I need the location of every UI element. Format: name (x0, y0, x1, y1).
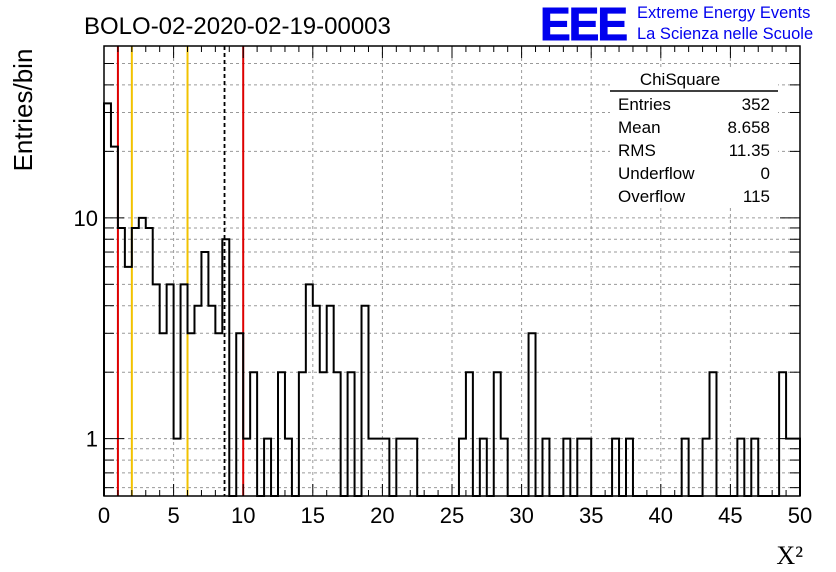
stats-value-mean: 8.658 (727, 118, 770, 137)
histogram-bin (188, 333, 195, 496)
histogram-bin (529, 333, 536, 496)
stats-label-overflow: Overflow (618, 187, 686, 206)
histogram-bin (313, 306, 320, 496)
histogram-bin (132, 228, 139, 496)
run-title: BOLO-02-2020-02-19-00003 (84, 13, 391, 40)
x-tick-label: 0 (98, 503, 110, 528)
stats-label-rms: RMS (618, 141, 656, 160)
stats-value-rms: 11.35 (729, 141, 770, 160)
histogram-bin (466, 372, 473, 496)
x-tick-label: 40 (649, 503, 673, 528)
histogram-bin (208, 306, 215, 496)
histogram-bin (494, 372, 501, 496)
histogram-bin (167, 284, 174, 496)
histogram-bin (194, 306, 201, 496)
x-tick-label: 45 (718, 503, 742, 528)
stats-label-mean: Mean (618, 118, 661, 137)
histogram-bin (160, 333, 167, 496)
histogram-bin (362, 306, 369, 496)
eee-logo: EEE (540, 0, 626, 50)
histogram-bin (104, 103, 111, 496)
stats-value-underflow: 0 (761, 164, 770, 183)
stats-label-underflow: Underflow (618, 164, 695, 183)
stats-title: ChiSquare (640, 70, 720, 89)
x-tick-label: 25 (440, 503, 464, 528)
stats-box: ChiSquare Entries 352 Mean 8.658 RMS 11.… (610, 68, 778, 208)
histogram-bin (125, 267, 132, 496)
histogram-bin (181, 284, 188, 496)
x-tick-label: 30 (509, 503, 533, 528)
stats-label-entries: Entries (618, 95, 671, 114)
histogram-bin (327, 306, 334, 496)
y-tick-label: 10 (74, 206, 98, 231)
stats-value-entries: 352 (742, 95, 770, 114)
histogram-bin (111, 147, 118, 496)
histogram-bin (306, 284, 313, 496)
histogram-bin (153, 284, 160, 496)
x-tick-label: 20 (370, 503, 394, 528)
histogram-bin (710, 372, 717, 496)
histogram-bin (215, 333, 222, 496)
histogram-bin (146, 228, 153, 496)
x-tick-label: 5 (167, 503, 179, 528)
histogram-bin (139, 218, 146, 496)
histogram-bin (348, 372, 355, 496)
x-tick-label: 35 (579, 503, 603, 528)
x-axis-label: X² (776, 541, 803, 570)
histogram-bin (250, 372, 257, 496)
project-line-2: La Scienza nelle Scuole (637, 25, 813, 43)
x-tick-label: 15 (301, 503, 325, 528)
x-tick-label: 10 (231, 503, 255, 528)
x-tick-label: 50 (788, 503, 812, 528)
y-tick-label: 1 (86, 427, 98, 452)
project-line-1: Extreme Energy Events (637, 4, 810, 22)
histogram-bin (201, 252, 208, 496)
histogram-bin (278, 372, 285, 496)
histogram-bin (236, 333, 243, 496)
grid-lines (104, 45, 800, 496)
histogram-bin (118, 228, 125, 496)
stats-value-overflow: 115 (743, 187, 770, 206)
axes: 0 5 10 15 20 25 30 35 40 45 50 1 10 (74, 45, 812, 528)
histogram-bin (779, 372, 786, 496)
histogram-bin (320, 372, 327, 496)
histogram-bin (334, 372, 341, 496)
y-axis-label: Entries/bin (8, 49, 38, 172)
histogram-bin (299, 372, 306, 496)
histogram-bin (222, 239, 229, 496)
